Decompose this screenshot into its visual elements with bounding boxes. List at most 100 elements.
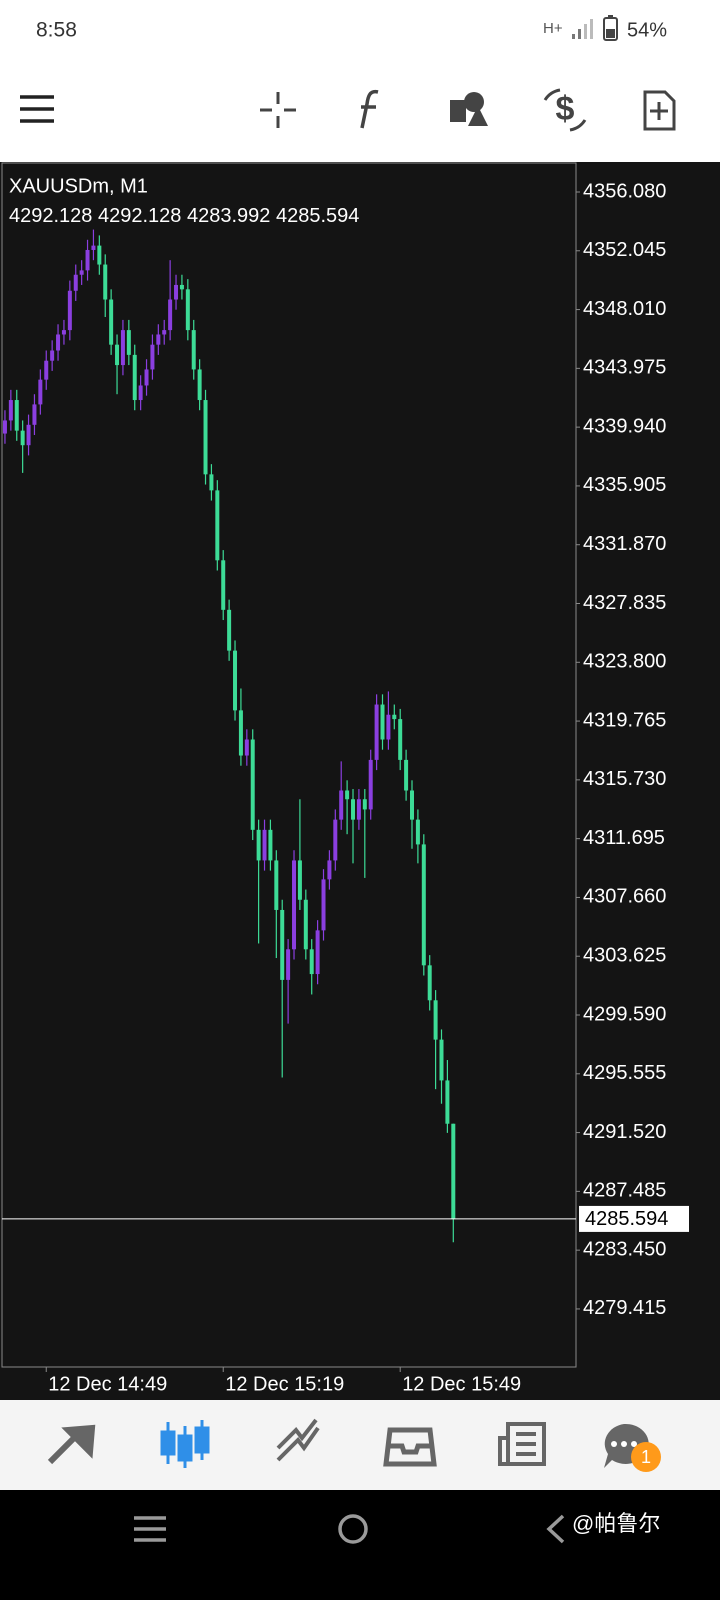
candle-body bbox=[2, 420, 7, 434]
y-tick-label: 4279.415 bbox=[583, 1297, 666, 1319]
candle-body bbox=[38, 379, 43, 405]
news-tab[interactable] bbox=[498, 1422, 546, 1466]
candle-body bbox=[362, 799, 367, 810]
candle-body bbox=[85, 249, 90, 271]
candle-body bbox=[374, 704, 379, 760]
candle-body bbox=[274, 860, 279, 910]
candle-body bbox=[292, 860, 297, 950]
badge-count: 1 bbox=[641, 1447, 651, 1467]
battery-icon bbox=[603, 15, 618, 41]
y-tick-label: 4348.010 bbox=[583, 298, 666, 320]
ohlc-open: 4292.128 bbox=[9, 205, 92, 227]
watermark: @帕鲁尔 bbox=[572, 1511, 660, 1536]
y-tick-label: 4283.450 bbox=[583, 1238, 666, 1260]
ohlc-header: 4292.128 4292.128 4283.992 4285.594 bbox=[9, 205, 359, 227]
trade-tab[interactable] bbox=[276, 1418, 320, 1462]
candle-body bbox=[26, 424, 31, 446]
candle-body bbox=[109, 299, 114, 345]
bottom-nav bbox=[0, 1400, 720, 1490]
candle-body bbox=[404, 759, 409, 791]
candle-body bbox=[215, 490, 220, 561]
recents-button[interactable] bbox=[134, 1516, 166, 1542]
candle-body bbox=[250, 739, 255, 830]
candle-body bbox=[309, 949, 314, 975]
y-tick-label: 4327.835 bbox=[583, 592, 666, 614]
candle-body bbox=[256, 829, 261, 861]
candle-body bbox=[14, 400, 19, 431]
candle-body bbox=[421, 844, 426, 966]
candle-body bbox=[345, 790, 350, 800]
x-tick-label: 12 Dec 15:49 bbox=[402, 1373, 521, 1395]
candle-body bbox=[132, 354, 137, 401]
candle-body bbox=[97, 245, 102, 265]
candle-body bbox=[315, 930, 320, 975]
candle-body bbox=[244, 739, 249, 756]
chart-tab[interactable] bbox=[160, 1420, 210, 1468]
candle-body bbox=[185, 289, 190, 331]
candle-body bbox=[433, 1000, 438, 1040]
candle-body bbox=[126, 330, 131, 355]
chart-title: XAUUSDm, M1 bbox=[9, 175, 148, 197]
y-tick-label: 4299.590 bbox=[583, 1003, 666, 1025]
y-tick-label: 4356.080 bbox=[583, 180, 666, 202]
trade-button[interactable]: $ bbox=[543, 88, 587, 132]
candle-body bbox=[73, 274, 78, 291]
candle-body bbox=[197, 369, 202, 401]
y-tick-label: 4307.660 bbox=[583, 886, 666, 908]
candle-body bbox=[380, 704, 385, 740]
crosshair-button[interactable] bbox=[260, 92, 296, 128]
candle-body bbox=[321, 879, 326, 931]
current-price-label: 4285.594 bbox=[585, 1208, 668, 1230]
candle-body bbox=[410, 790, 414, 820]
y-tick-label: 4311.695 bbox=[583, 827, 665, 849]
history-tab[interactable] bbox=[383, 1427, 437, 1467]
y-tick-label: 4331.870 bbox=[583, 533, 666, 555]
back-button[interactable] bbox=[546, 1514, 565, 1544]
candle-body bbox=[191, 330, 196, 370]
candle-body bbox=[32, 404, 37, 425]
candle-body bbox=[333, 819, 338, 861]
candle-body bbox=[221, 560, 226, 610]
objects-button[interactable] bbox=[450, 92, 488, 126]
menu-button[interactable] bbox=[20, 95, 54, 123]
signal-icon bbox=[572, 19, 593, 39]
candle-body bbox=[115, 344, 120, 366]
candle-body bbox=[103, 264, 108, 300]
candle-body bbox=[50, 350, 55, 361]
quotes-tab[interactable] bbox=[47, 1424, 96, 1465]
indicators-button[interactable] bbox=[360, 89, 379, 129]
y-tick-label: 4335.905 bbox=[583, 474, 666, 496]
candle-body bbox=[233, 650, 238, 711]
candle-body bbox=[203, 400, 208, 475]
candle-body bbox=[451, 1123, 456, 1219]
candle-body bbox=[327, 860, 332, 880]
current-price-box bbox=[579, 1205, 689, 1232]
candle-body bbox=[227, 609, 232, 651]
candle-body bbox=[415, 819, 420, 845]
candle-body bbox=[162, 330, 167, 335]
top-area bbox=[0, 0, 720, 162]
x-tick-label: 12 Dec 14:49 bbox=[48, 1373, 167, 1395]
candle-body bbox=[339, 790, 344, 820]
candle-body bbox=[8, 400, 13, 421]
y-tick-label: 4343.975 bbox=[583, 357, 666, 379]
candle-body bbox=[386, 714, 391, 740]
candle-body bbox=[351, 799, 356, 820]
candle-body bbox=[268, 829, 273, 861]
candle-body bbox=[209, 474, 214, 491]
y-tick-label: 4287.485 bbox=[583, 1180, 666, 1202]
y-tick-label: 4352.045 bbox=[583, 239, 666, 261]
messages-tab[interactable]: 1 bbox=[604, 1423, 661, 1472]
home-button[interactable] bbox=[338, 1514, 368, 1544]
candle-body bbox=[286, 949, 291, 980]
new-order-button[interactable] bbox=[643, 90, 676, 131]
y-tick-label: 4303.625 bbox=[583, 945, 666, 967]
candle-body bbox=[20, 430, 25, 446]
candle-body bbox=[439, 1039, 444, 1081]
y-tick-label: 4323.800 bbox=[583, 651, 666, 673]
candle-body bbox=[297, 860, 302, 900]
x-tick-label: 12 Dec 15:19 bbox=[225, 1373, 344, 1395]
candle-body bbox=[138, 385, 143, 401]
candle-body bbox=[44, 360, 49, 380]
dollar-icon: $ bbox=[556, 90, 575, 128]
